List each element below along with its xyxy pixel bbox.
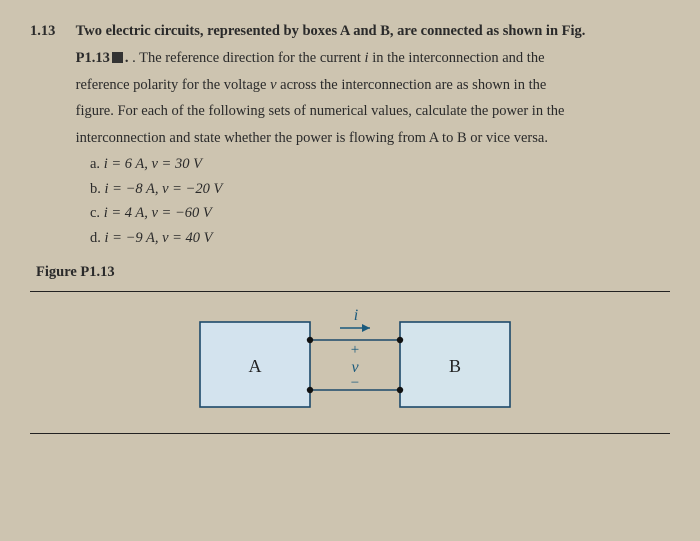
item-d-eq: i = −9 A, v = 40 V (105, 230, 213, 246)
link-icon (112, 52, 123, 63)
box-a-label: A (249, 356, 262, 376)
line-3b: across the interconnection are as shown … (277, 77, 547, 93)
figure-area: A B i + v − (30, 302, 670, 427)
current-arrow-head (362, 324, 370, 332)
terminal-b-top (397, 337, 403, 343)
item-c-eq: i = 4 A, v = −60 V (104, 205, 212, 221)
item-d-label: d. (90, 230, 101, 246)
figure-label: Figure P1.13 (36, 259, 670, 286)
line-5: interconnection and state whether the po… (76, 130, 548, 146)
problem-number: 1.13 (30, 18, 72, 45)
item-b-label: b. (90, 181, 101, 197)
item-b: b. i = −8 A, v = −20 V (90, 177, 670, 202)
minus-sign: − (351, 375, 359, 391)
item-c: c. i = 4 A, v = −60 V (90, 201, 670, 226)
terminal-a-top (307, 337, 313, 343)
item-c-label: c. (90, 205, 100, 221)
current-label: i (354, 307, 358, 324)
line-4: figure. For each of the following sets o… (76, 103, 565, 119)
terminal-a-bottom (307, 387, 313, 393)
item-a-eq: i = 6 A, v = 30 V (104, 156, 202, 172)
figref: P1.13 (76, 50, 110, 66)
item-a: a. i = 6 A, v = 30 V (90, 152, 670, 177)
sub-list: a. i = 6 A, v = 30 V b. i = −8 A, v = −2… (30, 152, 670, 251)
line-1: Two electric circuits, represented by bo… (76, 23, 586, 39)
problem-statement: Two electric circuits, represented by bo… (76, 18, 656, 152)
rule-bottom (30, 433, 670, 434)
terminal-b-bottom (397, 387, 403, 393)
item-b-eq: i = −8 A, v = −20 V (105, 181, 223, 197)
item-d: d. i = −9 A, v = 40 V (90, 226, 670, 251)
circuit-figure: A B i + v − (170, 302, 530, 427)
box-b-label: B (449, 356, 461, 376)
plus-sign: + (351, 342, 359, 358)
voltage-label: v (351, 359, 359, 376)
line-3a: reference polarity for the voltage (76, 77, 270, 93)
line-2b: in the interconnection and the (369, 50, 545, 66)
rule-top (30, 291, 670, 292)
item-a-label: a. (90, 156, 100, 172)
line-2a: . The reference direction for the curren… (132, 50, 364, 66)
